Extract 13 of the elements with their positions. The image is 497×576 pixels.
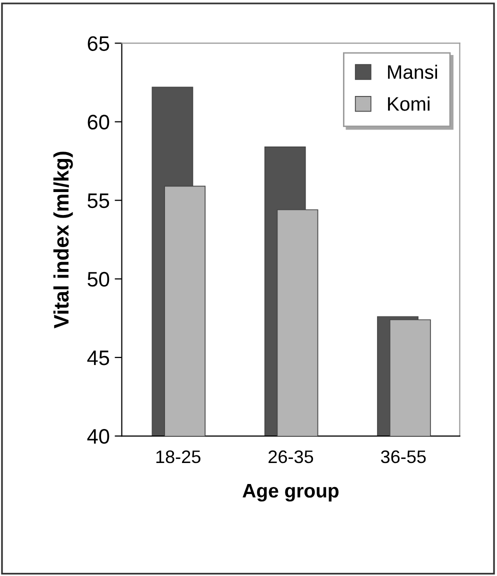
y-axis-title: Vital index (ml/kg) [53, 152, 73, 328]
legend-label: Mansi [388, 64, 438, 79]
y-tick-label: 65 [88, 36, 110, 51]
x-axis-title: Age group [242, 484, 339, 502]
x-tick-label: 36-55 [381, 450, 426, 464]
x-tick-label: 26-35 [268, 450, 314, 464]
y-tick-label: 45 [87, 350, 110, 366]
y-tick-label: 40 [87, 429, 110, 444]
legend-label: Komi [388, 96, 430, 111]
y-tick-label: 50 [88, 272, 110, 287]
x-tick-label: 18-25 [156, 450, 200, 464]
y-tick-label: 55 [88, 194, 110, 208]
y-tick-label: 60 [88, 114, 110, 130]
